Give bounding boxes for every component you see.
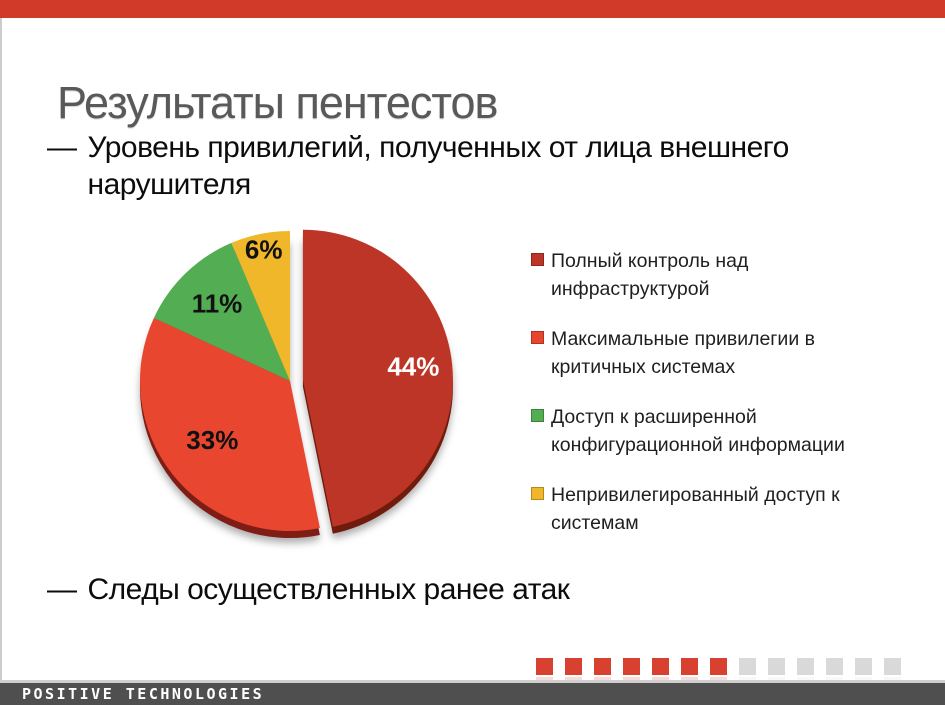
gray-square	[768, 658, 785, 675]
bullet-dash: —	[47, 131, 77, 164]
legend-swatch-icon	[531, 331, 544, 344]
pie-slice	[153, 242, 290, 381]
legend-item: Максимальные привилегии в критичных систе…	[531, 325, 921, 381]
page-title: Результаты пентестов	[57, 77, 498, 129]
pie-slice	[302, 229, 453, 527]
red-square	[652, 658, 669, 675]
pie-slice	[139, 317, 320, 531]
legend-swatch-icon	[531, 409, 544, 422]
bullet-privilege-level: — Уровень привилегий, полученных от лица…	[47, 130, 808, 203]
bullet-text: Уровень привилегий, полученных от лица в…	[87, 131, 790, 201]
pie-slices	[139, 229, 453, 531]
gray-square	[884, 658, 901, 675]
pie-percent-label: 44%	[387, 351, 439, 381]
red-square	[536, 658, 553, 675]
red-square	[710, 658, 727, 675]
legend-label: Максимальные привилегии в критичных систе…	[551, 328, 815, 378]
legend-item: Непривилегированный доступ к системам	[531, 481, 921, 537]
top-accent-bar	[0, 0, 945, 18]
chart-legend: Полный контроль над инфраструктурой Максим…	[531, 247, 921, 559]
footer-bar: POSITIVE TECHNOLOGIES	[0, 680, 945, 705]
red-square	[565, 658, 582, 675]
legend-item: Полный контроль над инфраструктурой	[531, 247, 921, 303]
red-square	[623, 658, 640, 675]
pie-percent-label: 11%	[192, 288, 243, 318]
legend-swatch-icon	[531, 253, 544, 266]
bullet-text: Следы осуществленных ранее атак	[87, 573, 570, 606]
window-border-left	[0, 0, 2, 705]
red-square	[681, 658, 698, 675]
gray-square	[739, 658, 756, 675]
gray-square	[826, 658, 843, 675]
bullet-dash: —	[47, 573, 77, 606]
legend-label: Полный контроль над инфраструктурой	[551, 250, 749, 300]
gray-square	[797, 658, 814, 675]
red-square	[594, 658, 611, 675]
legend-label: Доступ к расширенной конфигурационной инф…	[551, 406, 845, 456]
decorative-squares-row	[536, 658, 901, 675]
gray-square	[855, 658, 872, 675]
pie-percent-label: 6%	[245, 235, 283, 265]
pie-percent-label: 33%	[186, 425, 238, 455]
legend-item: Доступ к расширенной конфигурационной инф…	[531, 403, 921, 459]
pie-slice	[231, 231, 290, 381]
pie-chart-svg: 44% 33% 11%6%	[139, 229, 453, 538]
pie-data-labels: 44% 33% 11%6%	[186, 235, 439, 456]
pie-chart: 44% 33% 11% 6%	[95, 218, 505, 558]
legend-swatch-icon	[531, 487, 544, 500]
positive-technologies-logo: POSITIVE TECHNOLOGIES	[22, 685, 265, 703]
legend-label: Непривилегированный доступ к системам	[551, 484, 840, 534]
bullet-attack-traces: — Следы осуществленных ранее атак	[47, 572, 570, 609]
